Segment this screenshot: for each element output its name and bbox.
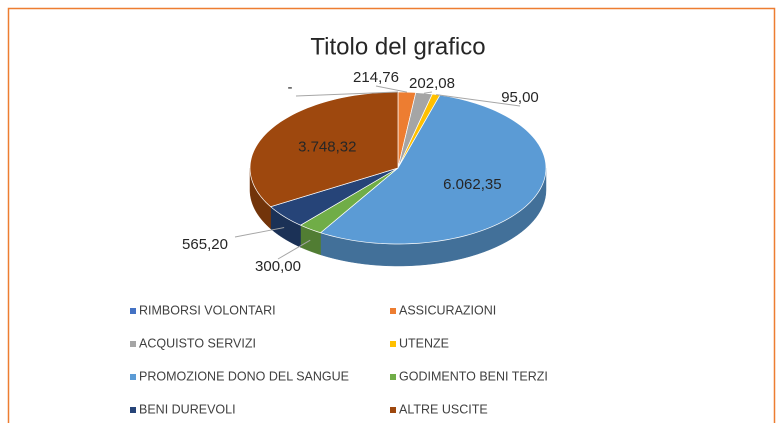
data-label: 6.062,35 bbox=[443, 176, 501, 193]
data-label: 95,00 bbox=[501, 89, 539, 106]
legend-label: RIMBORSI VOLONTARI bbox=[139, 303, 276, 317]
legend-label: ASSICURAZIONI bbox=[399, 303, 496, 317]
legend-label: ACQUISTO SERVIZI bbox=[139, 336, 256, 350]
leader-line bbox=[436, 94, 521, 107]
leader-line bbox=[295, 91, 399, 97]
data-label: 202,08 bbox=[409, 75, 455, 92]
legend-label: UTENZE bbox=[399, 336, 449, 350]
leader-line bbox=[375, 85, 408, 93]
slice bbox=[319, 94, 547, 245]
slice bbox=[269, 167, 399, 226]
data-label: 3.748,32 bbox=[298, 138, 356, 155]
slice bbox=[249, 91, 399, 208]
data-label: 300,00 bbox=[255, 258, 301, 275]
legend-swatch bbox=[390, 308, 396, 314]
legend-swatch bbox=[390, 341, 396, 347]
chart-title: Titolo del grafico bbox=[310, 33, 485, 60]
legend-swatch bbox=[130, 374, 136, 380]
legend-swatch bbox=[130, 341, 136, 347]
data-label: 565,20 bbox=[182, 236, 228, 253]
chart-frame bbox=[7, 7, 776, 423]
leader-line bbox=[234, 227, 285, 238]
leader-line bbox=[277, 239, 311, 260]
legend-label: PROMOZIONE DONO DEL SANGUE bbox=[139, 369, 349, 383]
legend-swatch bbox=[130, 407, 136, 413]
data-label: - bbox=[288, 79, 293, 96]
legend-swatch bbox=[390, 374, 396, 380]
legend-label: GODIMENTO BENI TERZI bbox=[399, 369, 548, 383]
legend-swatch bbox=[130, 308, 136, 314]
legend-label: BENI DUREVOLI bbox=[139, 402, 236, 416]
leader-line bbox=[424, 91, 433, 94]
legend-label: ALTRE USCITE bbox=[399, 402, 488, 416]
legend-swatch bbox=[390, 407, 396, 413]
slice bbox=[299, 167, 399, 234]
data-label: 214,76 bbox=[353, 69, 399, 86]
